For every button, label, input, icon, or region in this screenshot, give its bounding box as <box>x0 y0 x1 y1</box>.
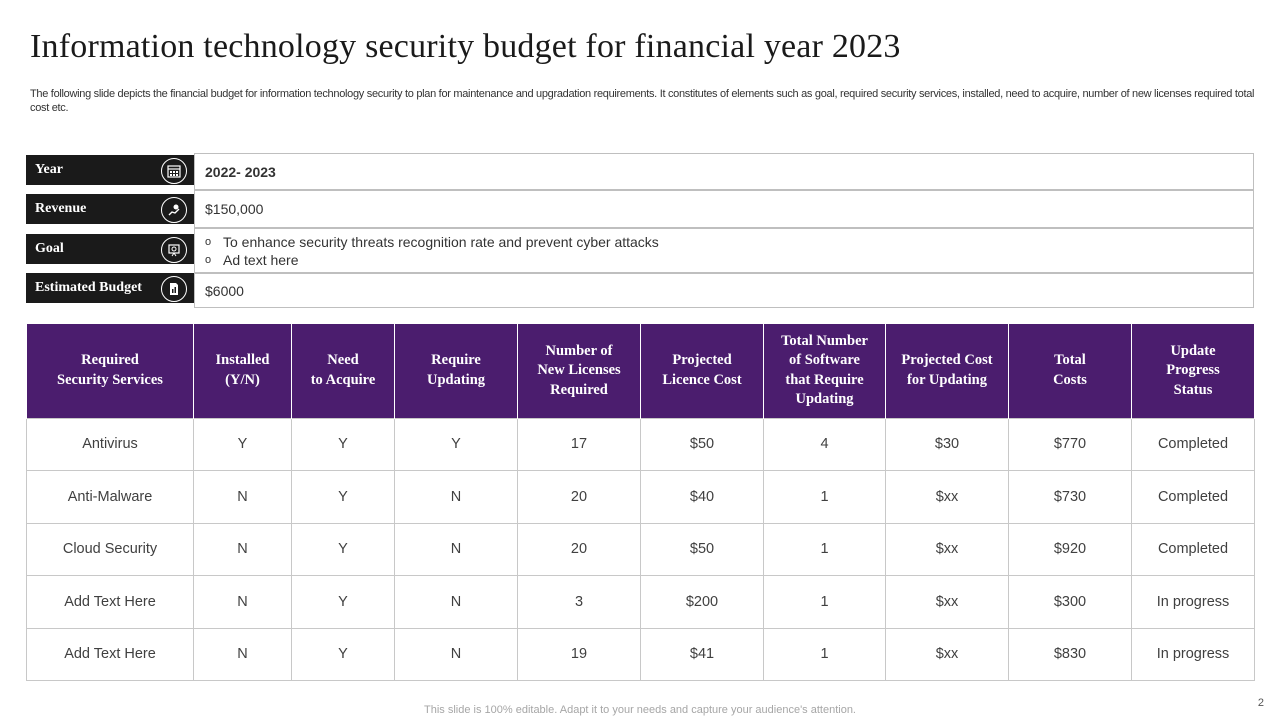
table-body: Antivirus Y Y Y 17 $50 4 $30 $770 Completed Anti-M… <box>26 417 1255 681</box>
table-cell: 17 <box>517 417 641 471</box>
goal-item: o Ad text here <box>205 251 299 268</box>
table-cell: Y <box>291 417 395 471</box>
budget-document-icon <box>161 276 187 302</box>
slide-subtitle: The following slide depicts the financia… <box>30 88 1255 114</box>
table-row: Add Text Here N Y N 3 $200 1 $xx $300 In progress <box>26 575 1255 629</box>
column-header: Need to Acquire <box>291 324 395 418</box>
table-cell: N <box>394 522 518 576</box>
table-cell: Completed <box>1131 470 1255 524</box>
info-row-budget: Estimated Budget $6000 <box>26 273 1254 308</box>
slide-title: Information technology security budget f… <box>30 28 901 65</box>
table-cell: 3 <box>517 575 641 629</box>
table-cell: $xx <box>885 470 1009 524</box>
info-row-goal: Goal o To enhance security threats recogn… <box>26 228 1254 273</box>
money-hand-icon <box>161 197 187 223</box>
table-row: Anti-Malware N Y N 20 $40 1 $xx $730 Completed <box>26 470 1255 524</box>
column-header: Update Progress Status <box>1131 324 1255 418</box>
revenue-value: $150,000 <box>194 190 1254 228</box>
table-cell: Add Text Here <box>26 627 194 681</box>
table-cell: Y <box>394 417 518 471</box>
table-cell: $830 <box>1008 627 1132 681</box>
table-cell: Y <box>291 470 395 524</box>
table-cell: N <box>193 522 292 576</box>
table-cell: $730 <box>1008 470 1132 524</box>
table-cell: In progress <box>1131 575 1255 629</box>
table-row: Antivirus Y Y Y 17 $50 4 $30 $770 Completed <box>26 417 1255 471</box>
circle-bullet-icon: o <box>205 253 212 266</box>
table-cell: $30 <box>885 417 1009 471</box>
column-header: Required Security Services <box>26 324 194 418</box>
table-cell: 4 <box>763 417 886 471</box>
table-cell: $xx <box>885 575 1009 629</box>
table-cell: $xx <box>885 522 1009 576</box>
table-cell: N <box>394 470 518 524</box>
goal-item: o To enhance security threats recognition… <box>205 233 659 250</box>
table-row: Add Text Here N Y N 19 $41 1 $xx $830 In progress <box>26 627 1255 681</box>
table-cell: Y <box>193 417 292 471</box>
table-cell: Add Text Here <box>26 575 194 629</box>
budget-value: $6000 <box>194 273 1254 308</box>
table-cell: $770 <box>1008 417 1132 471</box>
goal-label: Goal <box>26 234 194 264</box>
goal-value: o To enhance security threats recognition… <box>194 228 1254 273</box>
table-cell: N <box>394 627 518 681</box>
table-cell: N <box>193 627 292 681</box>
table-cell: $41 <box>640 627 764 681</box>
revenue-label: Revenue <box>26 194 194 224</box>
column-header: Require Updating <box>394 324 518 418</box>
column-header: Installed (Y/N) <box>193 324 292 418</box>
calendar-icon <box>161 158 187 184</box>
table-cell: Completed <box>1131 522 1255 576</box>
table-cell: $50 <box>640 522 764 576</box>
column-header: Total Number of Software that Require Up… <box>763 324 886 418</box>
target-presentation-icon <box>161 237 187 263</box>
goal-list: o To enhance security threats recognition… <box>205 233 659 269</box>
budget-label: Estimated Budget <box>26 273 194 303</box>
slide-footer: This slide is 100% editable. Adapt it to… <box>424 704 856 716</box>
security-budget-table: Required Security Services Installed (Y/N… <box>26 324 1255 681</box>
circle-bullet-icon: o <box>205 235 212 248</box>
table-cell: Anti-Malware <box>26 470 194 524</box>
table-cell: $50 <box>640 417 764 471</box>
table-cell: $xx <box>885 627 1009 681</box>
column-header: Number of New Licenses Required <box>517 324 641 418</box>
table-cell: Completed <box>1131 417 1255 471</box>
table-cell: $920 <box>1008 522 1132 576</box>
column-header: Projected Cost for Updating <box>885 324 1009 418</box>
column-header: Total Costs <box>1008 324 1132 418</box>
table-cell: Y <box>291 575 395 629</box>
table-header-row: Required Security Services Installed (Y/N… <box>26 324 1255 418</box>
table-cell: Cloud Security <box>26 522 194 576</box>
table-cell: In progress <box>1131 627 1255 681</box>
year-label: Year <box>26 155 194 185</box>
info-row-year: Year 2022- 2023 <box>26 153 1254 190</box>
page-number: 2 <box>1257 697 1264 709</box>
table-cell: 20 <box>517 522 641 576</box>
table-cell: $300 <box>1008 575 1132 629</box>
table-cell: N <box>193 575 292 629</box>
info-row-revenue: Revenue $150,000 <box>26 190 1254 228</box>
table-cell: 1 <box>763 575 886 629</box>
table-cell: Antivirus <box>26 417 194 471</box>
table-row: Cloud Security N Y N 20 $50 1 $xx $920 Completed <box>26 522 1255 576</box>
column-header: Projected Licence Cost <box>640 324 764 418</box>
table-cell: 1 <box>763 522 886 576</box>
table-cell: 20 <box>517 470 641 524</box>
table-cell: N <box>193 470 292 524</box>
table-cell: Y <box>291 627 395 681</box>
table-cell: $200 <box>640 575 764 629</box>
table-cell: N <box>394 575 518 629</box>
table-cell: 19 <box>517 627 641 681</box>
year-value: 2022- 2023 <box>194 153 1254 190</box>
table-cell: Y <box>291 522 395 576</box>
table-cell: $40 <box>640 470 764 524</box>
table-cell: 1 <box>763 470 886 524</box>
table-cell: 1 <box>763 627 886 681</box>
